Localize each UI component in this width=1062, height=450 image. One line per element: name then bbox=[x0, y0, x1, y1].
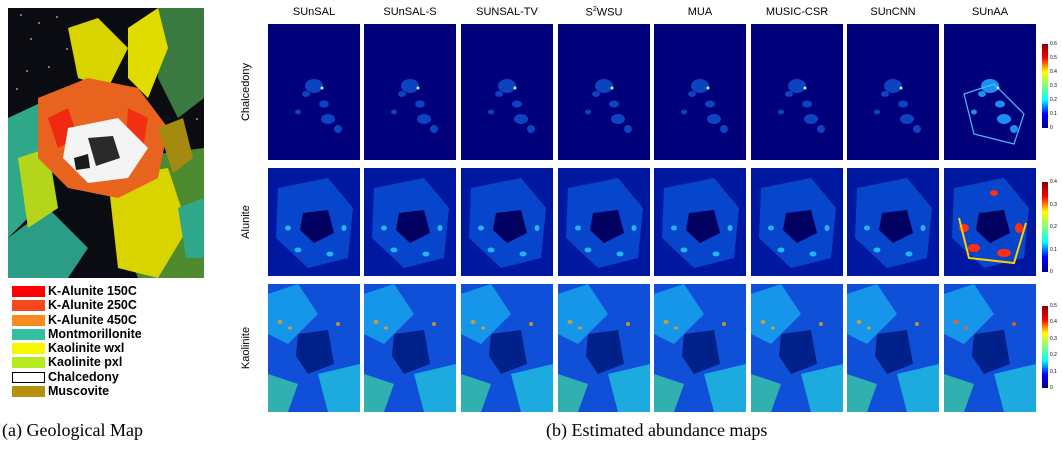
colorbar-tick-label: 0.2 bbox=[1050, 97, 1057, 103]
colorbar-tick-label: 0 bbox=[1050, 125, 1053, 131]
legend-entry: K-Alunite 450C bbox=[12, 313, 212, 327]
colorbar-tick-label: 0.2 bbox=[1050, 224, 1057, 230]
abundance-map-alunite bbox=[461, 168, 553, 276]
abundance-map-chalcedony bbox=[268, 24, 360, 160]
colorbar-tick-label: 0 bbox=[1050, 269, 1053, 275]
row-title-chalcedony: Chalcedony bbox=[240, 62, 252, 122]
colorbar-tick-label: 0.4 bbox=[1050, 319, 1057, 326]
geological-map-graphic bbox=[8, 8, 204, 278]
colorbar-tick-label: 0 bbox=[1050, 385, 1053, 391]
abundance-map-kaolinite bbox=[461, 284, 553, 412]
abundance-map-kaolinite bbox=[558, 284, 650, 412]
legend-label: Chalcedony bbox=[48, 369, 119, 384]
colorbar-tick-label: 0.6 bbox=[1050, 41, 1057, 47]
colorbar-tick-label: 0.3 bbox=[1050, 335, 1057, 342]
s2wsu-rest: WSU bbox=[596, 6, 623, 19]
legend-entry: Kaolinite pxl bbox=[12, 355, 212, 369]
abundance-map-alunite bbox=[654, 168, 746, 276]
method-title-suncnn: SUnCNN bbox=[870, 6, 916, 18]
colorbar-tick-label: 0.4 bbox=[1050, 69, 1057, 75]
method-title-sunaa: SUnAA bbox=[971, 6, 1009, 18]
colorbar-tick-label: 0.3 bbox=[1050, 83, 1057, 89]
caption-abundance-maps: (b) Estimated abundance maps bbox=[546, 420, 768, 440]
abundance-map-kaolinite bbox=[654, 284, 746, 412]
abundance-map-alunite bbox=[944, 168, 1036, 276]
method-title-sunsal-tv: SUNSAL-TV bbox=[476, 6, 538, 18]
method-title-music-csr: MUSIC-CSR bbox=[765, 6, 829, 18]
legend-entry: K-Alunite 150C bbox=[12, 284, 212, 298]
abundance-map-chalcedony bbox=[558, 24, 650, 160]
legend-entry: Chalcedony bbox=[12, 370, 212, 384]
abundance-map-chalcedony bbox=[461, 24, 553, 160]
abundance-map-chalcedony bbox=[847, 24, 939, 160]
row-title-alunite: Alunite bbox=[240, 205, 253, 239]
legend-label: Muscovite bbox=[48, 384, 110, 399]
legend-swatch bbox=[12, 328, 45, 340]
legend-swatch bbox=[12, 357, 45, 369]
abundance-map-kaolinite bbox=[268, 284, 360, 412]
colorbar-kaolinite bbox=[1042, 306, 1048, 388]
abundance-map-alunite bbox=[847, 168, 939, 276]
s2wsu-base: S bbox=[585, 6, 593, 19]
legend-entry: Montmorillonite bbox=[12, 327, 212, 341]
caption-geological-map: (a) Geological Map bbox=[2, 420, 143, 440]
abundance-map-alunite bbox=[364, 168, 456, 276]
legend-label: K-Alunite 150C bbox=[48, 284, 137, 298]
method-title-mua: MUA bbox=[687, 6, 713, 18]
geological-map-legend: K-Alunite 150C K-Alunite 250C K-Alunite … bbox=[12, 284, 212, 398]
legend-label: Kaolinite pxl bbox=[48, 355, 123, 370]
legend-swatch bbox=[12, 386, 45, 398]
method-title-sunsal: SUnSAL bbox=[292, 6, 336, 18]
colorbar-chalcedony bbox=[1042, 44, 1048, 128]
method-title-s2wsu: S2WSU bbox=[558, 6, 650, 19]
abundance-map-chalcedony bbox=[654, 24, 746, 160]
colorbar-tick-label: 0.5 bbox=[1050, 303, 1057, 309]
geological-map-image bbox=[8, 8, 204, 278]
legend-swatch bbox=[12, 300, 45, 312]
row-title-kaolinite: Kaolinite bbox=[240, 326, 253, 370]
legend-label: Kaolinite wxl bbox=[48, 341, 125, 356]
abundance-map-kaolinite bbox=[364, 284, 456, 412]
colorbar-tick-label: 0.5 bbox=[1050, 55, 1057, 61]
colorbar-tick-label: 0.1 bbox=[1050, 246, 1057, 253]
legend-label: Montmorillonite bbox=[48, 326, 142, 341]
legend-entry: Kaolinite wxl bbox=[12, 341, 212, 355]
legend-swatch bbox=[12, 286, 45, 297]
legend-swatch bbox=[12, 343, 45, 355]
abundance-map-chalcedony bbox=[364, 24, 456, 160]
abundance-map-alunite bbox=[558, 168, 650, 276]
colorbar-tick-label: 0.4 bbox=[1050, 179, 1057, 185]
method-title-sunsal-s: SUnSAL-S bbox=[383, 6, 437, 18]
abundance-map-kaolinite bbox=[751, 284, 843, 412]
legend-entry: Muscovite bbox=[12, 384, 212, 398]
colorbar-alunite bbox=[1042, 182, 1048, 272]
abundance-map-chalcedony bbox=[751, 24, 843, 160]
legend-label: K-Alunite 450C bbox=[48, 312, 137, 327]
s2wsu-superscript: 2 bbox=[592, 6, 597, 13]
legend-entry: K-Alunite 250C bbox=[12, 298, 212, 312]
abundance-map-alunite bbox=[751, 168, 843, 276]
abundance-map-alunite bbox=[268, 168, 360, 276]
abundance-map-kaolinite bbox=[944, 284, 1036, 412]
legend-label: K-Alunite 250C bbox=[48, 298, 137, 313]
colorbar-tick-label: 0.1 bbox=[1050, 111, 1057, 117]
abundance-map-chalcedony bbox=[944, 24, 1036, 160]
colorbar-tick-label: 0.2 bbox=[1050, 352, 1057, 359]
legend-swatch bbox=[12, 371, 45, 383]
colorbar-tick-label: 0.3 bbox=[1050, 201, 1057, 208]
colorbar-tick-label: 0.1 bbox=[1050, 368, 1057, 375]
abundance-map-kaolinite bbox=[847, 284, 939, 412]
legend-swatch bbox=[12, 314, 45, 326]
